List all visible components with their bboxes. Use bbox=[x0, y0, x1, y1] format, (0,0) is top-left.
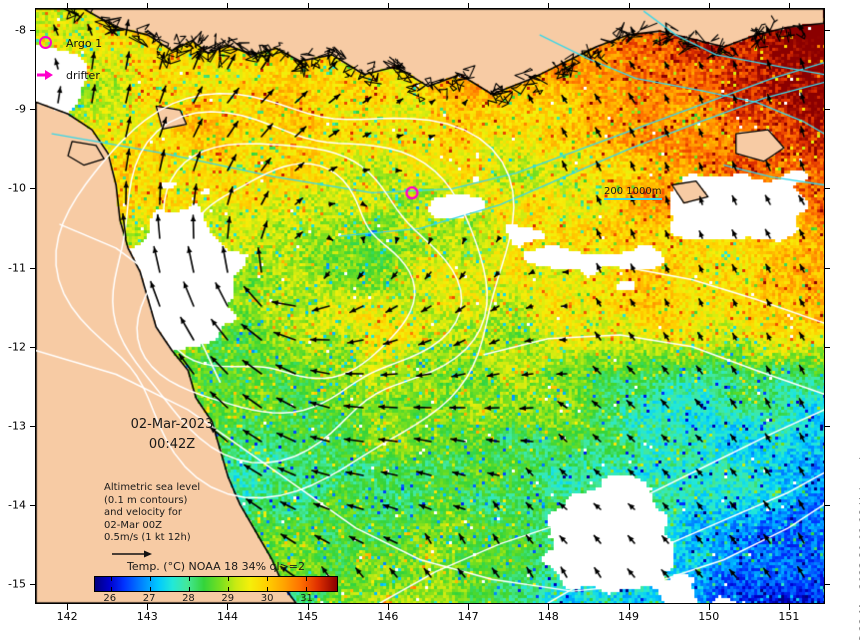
acquisition-time: 00:42Z bbox=[148, 437, 196, 452]
legend-item-drifter: drifter bbox=[36, 64, 102, 86]
x-axis-tick-144: 144 bbox=[216, 610, 238, 623]
x-axis-tickmark bbox=[548, 604, 550, 610]
x-axis-tickmark bbox=[387, 604, 389, 610]
colorbar-tick-31: 31 bbox=[300, 593, 313, 604]
x-axis-tick-142: 142 bbox=[56, 610, 78, 623]
colorbar-tickmark bbox=[149, 577, 151, 581]
x-axis-tickmark bbox=[788, 3, 790, 9]
colorbar-tickmark bbox=[266, 577, 268, 581]
x-axis-tick-150: 150 bbox=[698, 610, 720, 623]
colorbar-gradient bbox=[94, 576, 338, 592]
bathymetry-legend-label: 200 1000m bbox=[604, 186, 662, 197]
x-axis-tickmark bbox=[708, 604, 710, 610]
argo-circle-icon bbox=[36, 34, 58, 52]
velocity-scale-arrow-icon bbox=[112, 549, 200, 564]
colorbar-tickmark bbox=[149, 587, 151, 591]
x-axis-tickmark bbox=[628, 3, 630, 9]
x-axis-tick-145: 145 bbox=[297, 610, 319, 623]
y-axis-tickmark bbox=[824, 584, 830, 586]
x-axis-tick-146: 146 bbox=[377, 610, 399, 623]
y-axis-tick-neg15: -15 bbox=[8, 577, 26, 591]
x-axis-tickmark bbox=[468, 604, 470, 610]
altimetry-line-3: 02-Mar 00Z bbox=[104, 519, 162, 531]
colorbar-tickmark bbox=[227, 587, 229, 591]
temperature-colorbar: Temp. (°C) NOAA 18 34% ql>=2 26 27 28 29 30 3… bbox=[94, 560, 338, 607]
colorbar-tick-30: 30 bbox=[260, 593, 274, 604]
bathymetry-legend: 200 1000m bbox=[604, 186, 662, 200]
map-plot-area[interactable] bbox=[35, 8, 825, 604]
legend-item-argo: Argo 1 bbox=[36, 32, 102, 54]
colorbar-tick-26: 26 bbox=[103, 593, 117, 604]
altimetry-line-1: (0.1 m contours) bbox=[104, 494, 188, 506]
y-axis-tickmark bbox=[824, 346, 830, 348]
x-axis-tickmark bbox=[67, 604, 69, 610]
colorbar-tick-29: 29 bbox=[221, 593, 235, 604]
x-axis-tickmark bbox=[307, 3, 309, 9]
x-axis-tickmark bbox=[67, 3, 69, 9]
x-axis-tickmark bbox=[708, 3, 710, 9]
map-overlay-layer bbox=[36, 9, 824, 603]
x-axis-tickmark bbox=[387, 3, 389, 9]
x-axis-tick-149: 149 bbox=[618, 610, 639, 623]
colorbar-tickmark bbox=[227, 577, 229, 581]
legend-label-drifter: drifter bbox=[66, 68, 100, 82]
y-axis-tick-neg10: -10 bbox=[8, 181, 26, 195]
y-axis-tick-neg14: -14 bbox=[8, 498, 26, 512]
acquisition-datetime: 02-Mar-2023 00:42Z bbox=[112, 415, 232, 455]
x-axis-tickmark bbox=[788, 604, 790, 610]
colorbar-tick-27: 27 bbox=[142, 593, 156, 604]
x-axis-tick-148: 148 bbox=[537, 610, 559, 623]
y-axis-tickmark bbox=[30, 425, 36, 427]
y-axis-tickmark bbox=[824, 188, 830, 190]
altimetry-annotation: Altimetric sea level (0.1 m contours) an… bbox=[104, 482, 200, 563]
colorbar-tickmark bbox=[110, 587, 112, 591]
x-axis-tickmark bbox=[307, 604, 309, 610]
y-axis-tickmark bbox=[824, 267, 830, 269]
y-axis-tick-neg12: -12 bbox=[8, 340, 26, 354]
y-axis-tickmark bbox=[30, 505, 36, 507]
altimetry-line-0: Altimetric sea level bbox=[104, 482, 201, 493]
x-axis-tickmark bbox=[548, 3, 550, 9]
y-axis-tickmark bbox=[824, 30, 830, 32]
x-axis-tickmark bbox=[227, 604, 229, 610]
y-axis-tick-neg9: -9 bbox=[15, 102, 26, 116]
x-axis-tick-147: 147 bbox=[457, 610, 479, 623]
x-axis-tickmark bbox=[147, 3, 149, 9]
bathymetry-legend-line bbox=[604, 198, 662, 200]
legend-label-argo: Argo 1 bbox=[66, 36, 103, 50]
y-axis-tickmark bbox=[30, 584, 36, 586]
colorbar-tickmark bbox=[110, 577, 112, 581]
y-axis-tickmark bbox=[30, 109, 36, 111]
colorbar-tickmark bbox=[188, 577, 190, 581]
colorbar-tickmark bbox=[188, 587, 190, 591]
x-axis-tickmark bbox=[628, 604, 630, 610]
y-axis-tickmark bbox=[824, 505, 830, 507]
colorbar-tick-28: 28 bbox=[182, 593, 195, 604]
y-axis-tickmark bbox=[30, 346, 36, 348]
colorbar-title: Temp. (°C) NOAA 18 34% ql>=2 bbox=[126, 560, 306, 573]
colorbar-tickmark bbox=[266, 587, 268, 591]
x-axis-tickmark bbox=[147, 604, 149, 610]
acquisition-date: 02-Mar-2023 bbox=[130, 417, 214, 432]
y-axis-tickmark bbox=[824, 425, 830, 427]
y-axis-tick-neg13: -13 bbox=[8, 419, 26, 433]
colorbar-tickmark bbox=[305, 577, 307, 581]
altimetry-line-4: 0.5m/s (1 kt 12h) bbox=[104, 532, 191, 543]
x-axis-tickmark bbox=[227, 3, 229, 9]
drifter-arrow-icon bbox=[36, 66, 58, 84]
y-axis-tickmark bbox=[824, 109, 830, 111]
y-axis-tickmark bbox=[30, 267, 36, 269]
x-axis-tickmark bbox=[468, 3, 470, 9]
x-axis-tick-151: 151 bbox=[778, 610, 800, 623]
y-axis-tick-neg8: -8 bbox=[15, 23, 26, 37]
y-axis-tickmark bbox=[30, 188, 36, 190]
colorbar-tick-labels: 26 27 28 29 30 31 bbox=[94, 593, 338, 607]
y-axis-tick-neg11: -11 bbox=[8, 261, 26, 275]
marker-legend: Argo 1 drifter bbox=[36, 32, 102, 96]
x-axis-tick-143: 143 bbox=[136, 610, 158, 623]
colorbar-tickmark bbox=[305, 587, 307, 591]
y-axis-tickmark bbox=[30, 30, 36, 32]
altimetry-line-2: and velocity for bbox=[104, 507, 183, 518]
